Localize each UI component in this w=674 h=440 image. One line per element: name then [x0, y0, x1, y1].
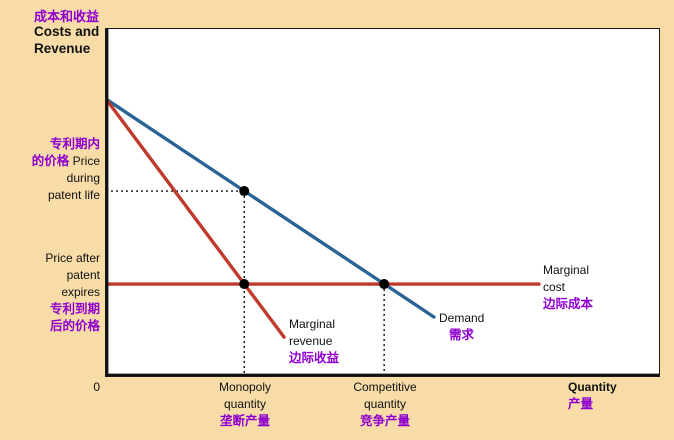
demand-zh: 需求: [449, 328, 475, 342]
x-axis-title: Quantity 产量: [568, 379, 617, 413]
demand-label: Demand 需求: [439, 310, 484, 344]
origin-label: 0: [93, 380, 100, 394]
competitive-quantity-en-line2: quantity: [363, 397, 407, 411]
price-during-patent-label: 专利期内 的价格 Price during patent life: [0, 136, 100, 204]
demand-en: Demand: [439, 311, 485, 325]
price-after-zh-line2: 后的价格: [49, 319, 100, 333]
marginal-revenue-en-line2: revenue: [289, 334, 333, 348]
competitive-quantity-label: Competitive quantity 竞争产量: [333, 379, 437, 430]
x-axis-title-zh: 产量: [568, 397, 594, 411]
competitive-quantity-en-line1: Competitive: [353, 380, 417, 394]
price-during-en-line3: patent life: [47, 188, 100, 202]
y-axis-title-line2: Revenue: [34, 41, 91, 56]
marginal-cost-label: Marginal cost 边际成本: [543, 262, 593, 313]
price-during-en-line2: during: [66, 171, 100, 185]
x-axis-title-en: Quantity: [568, 380, 617, 394]
marginal-cost-en-line1: Marginal: [543, 263, 590, 277]
marginal-revenue-label: Marginal revenue 边际收益: [289, 316, 339, 367]
price-during-en-line1: Price: [72, 154, 100, 168]
price-after-en-line1: Price after: [45, 251, 100, 265]
price-after-zh-line1: 专利到期: [49, 302, 100, 316]
price-after-en-line3: expires: [61, 285, 100, 299]
price-after-patent-label: Price after patent expires 专利到期 后的价格: [0, 250, 100, 335]
marginal-cost-zh: 边际成本: [543, 297, 594, 311]
monopoly-quantity-en-line1: Monopoly: [218, 380, 272, 394]
monopoly-quantity-en-line2: quantity: [223, 397, 267, 411]
price-during-zh-line2: 的价格: [31, 154, 70, 168]
y-axis-title-zh: 成本和收益: [34, 9, 100, 24]
price-during-zh-line1: 专利期内: [49, 137, 100, 151]
marginal-cost-en-line2: cost: [543, 280, 566, 294]
competitive-quantity-zh: 竞争产量: [359, 414, 410, 428]
y-axis-title-en: Costs and Revenue: [34, 23, 99, 57]
marginal-revenue-zh: 边际收益: [289, 351, 340, 365]
price-after-en-line2: patent: [66, 268, 100, 282]
monopoly-quantity-zh: 垄断产量: [219, 414, 270, 428]
monopoly-quantity-label: Monopoly quantity 垄断产量: [193, 379, 297, 430]
marginal-revenue-en-line1: Marginal: [289, 317, 336, 331]
plot-area: Marginal revenue 边际收益 Demand 需求 Marginal…: [105, 28, 660, 377]
chart-canvas: [106, 29, 659, 376]
y-axis-title-line1: Costs and: [34, 24, 100, 39]
